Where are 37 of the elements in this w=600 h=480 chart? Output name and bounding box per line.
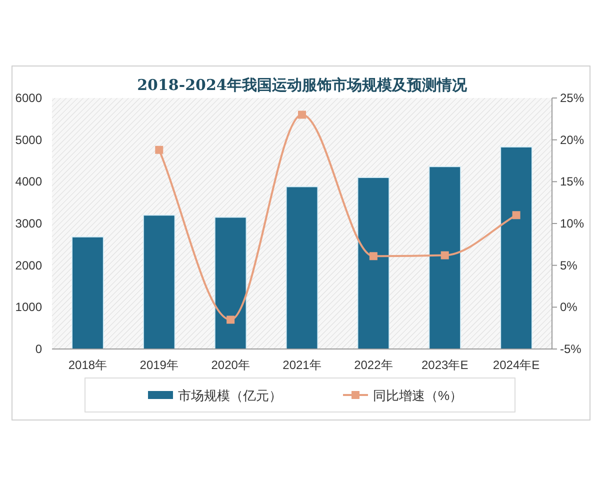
legend-label: 同比增速（%）: [373, 388, 463, 403]
y-tick-label: 1000: [15, 300, 42, 314]
bar: [357, 176, 390, 350]
point: [440, 251, 449, 260]
y2-tick-label: 0%: [560, 300, 578, 314]
x-tick-label: 2022年: [354, 358, 393, 372]
y-tick-label: 4000: [15, 174, 42, 189]
bar: [142, 214, 176, 350]
x-tick-label: 2021年: [282, 358, 322, 372]
y2-tick-label: 20%: [560, 132, 584, 147]
bar: [428, 166, 462, 350]
y-tick-label: 5000: [15, 132, 42, 147]
x-tick-label: 2024年E: [492, 358, 540, 372]
legend-label: 市场规模（亿元）: [178, 388, 282, 403]
y2-tick-label: 25%: [560, 91, 584, 105]
y2-tick-label: 15%: [560, 174, 584, 189]
bar: [214, 216, 247, 350]
y-tick-label: 2000: [15, 258, 42, 272]
point: [155, 146, 164, 154]
bar: [286, 186, 318, 350]
point: [226, 316, 235, 324]
x-tick-label: 2020年: [211, 358, 250, 372]
x-tick-label: 2019年: [140, 358, 178, 372]
bar: [500, 146, 532, 350]
point: [512, 211, 520, 220]
y-tick-label: 0: [35, 342, 42, 356]
point: [298, 110, 306, 119]
bar: [72, 236, 104, 350]
y2-tick-label: -5%: [560, 342, 582, 356]
point: [369, 252, 378, 260]
y-tick-label: 3000: [15, 216, 42, 230]
y2-tick-label: 10%: [560, 216, 584, 230]
y2-tick-label: 5%: [560, 258, 578, 272]
x-tick-label: 2023年E: [422, 358, 468, 372]
chart-title: 2018-2024年我国运动服饰市场规模及预测情况: [137, 76, 468, 94]
y-tick-label: 6000: [15, 91, 42, 105]
x-tick-label: 2018年: [68, 358, 108, 372]
